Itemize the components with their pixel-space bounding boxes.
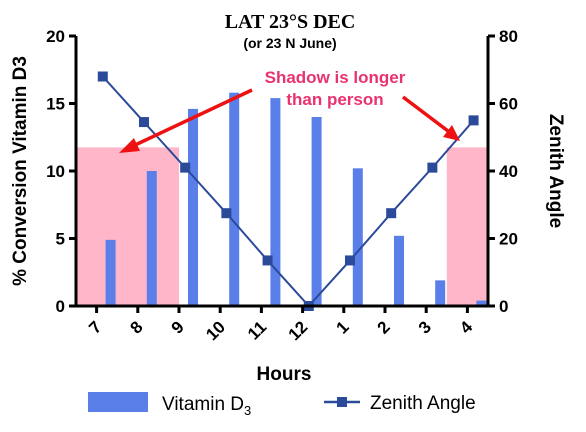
vitamin-d-bars	[105, 92, 487, 307]
x-tick-label-12: 12	[285, 317, 312, 344]
bar-8	[146, 171, 157, 306]
zenith-point-3	[427, 162, 438, 173]
shaded-region-0	[76, 147, 179, 306]
bar-12	[311, 117, 322, 306]
y-left-tick-label-10: 10	[46, 162, 65, 181]
annotation-arrow-right	[401, 95, 450, 133]
bar-2	[394, 235, 404, 306]
x-tick-label-3: 3	[415, 317, 435, 337]
y-left-tick-label-5: 5	[56, 230, 65, 249]
legend-swatch-vitamin-d	[88, 392, 148, 412]
x-tick-label-7: 7	[85, 317, 105, 337]
legend-label-zenith: Zenith Angle	[370, 393, 476, 414]
legend-label-vitamin-d: Vitamin D3	[162, 394, 251, 418]
bar-7	[105, 239, 116, 306]
x-axis-label: Hours	[257, 364, 312, 385]
y-right-tick-label-0: 0	[499, 297, 508, 316]
x-tick-label-9: 9	[168, 317, 188, 337]
y-left-tick-label-20: 20	[46, 27, 65, 46]
shaded-regions	[76, 147, 488, 306]
zenith-point-10	[221, 208, 232, 219]
x-tick-label-8: 8	[126, 317, 146, 337]
legend-label-vitamin-d-subscript: 3	[244, 403, 251, 418]
bar-9	[188, 108, 198, 307]
x-tick-label-11: 11	[244, 317, 270, 343]
shaded-region-1	[446, 147, 488, 306]
zenith-point-4	[468, 115, 479, 126]
x-tick-label-1: 1	[332, 317, 352, 337]
zenith-point-9	[180, 162, 191, 173]
zenith-point-8	[138, 117, 149, 128]
chart-title: LAT 23°S DEC	[225, 11, 356, 33]
zenith-point-11	[262, 255, 273, 266]
y-axis-left-label: % Conversion Vitamin D3	[10, 56, 31, 286]
y-axis-right-label: Zenith Angle	[545, 114, 566, 228]
bar-10	[229, 92, 240, 306]
bar-3	[435, 280, 446, 306]
y-right-tick-label-40: 40	[499, 162, 518, 181]
zenith-point-7	[97, 71, 108, 82]
bar-4	[476, 300, 487, 306]
zenith-line-path	[102, 75, 475, 308]
y-left-tick-label-0: 0	[56, 297, 65, 316]
annotation-arrowhead-right	[443, 125, 460, 141]
x-tick-label-10: 10	[202, 317, 229, 344]
bar-1	[352, 168, 363, 306]
annotation-line-2: than person	[286, 90, 383, 109]
legend-marker-zenith	[337, 397, 347, 407]
y-left-tick-label-15: 15	[46, 95, 65, 114]
annotation-arrowhead-left	[119, 138, 140, 153]
zenith-point-2	[386, 208, 397, 219]
legend: Vitamin D3 Zenith Angle	[88, 392, 476, 418]
y-right-tick-label-80: 80	[499, 27, 518, 46]
annotation: Shadow is longer than person	[119, 68, 460, 153]
x-tick-label-4: 4	[456, 317, 477, 338]
legend-label-vitamin-d-text: Vitamin D	[162, 394, 244, 415]
annotation-line-1: Shadow is longer	[265, 68, 406, 87]
bar-11	[270, 98, 281, 306]
y-right-tick-label-20: 20	[499, 230, 518, 249]
zenith-point-1	[344, 255, 355, 266]
x-tick-label-2: 2	[374, 317, 394, 337]
annotation-arrow-left	[132, 88, 253, 148]
chart-subtitle: (or 23 N June)	[243, 35, 336, 51]
y-right-tick-label-60: 60	[499, 95, 518, 114]
